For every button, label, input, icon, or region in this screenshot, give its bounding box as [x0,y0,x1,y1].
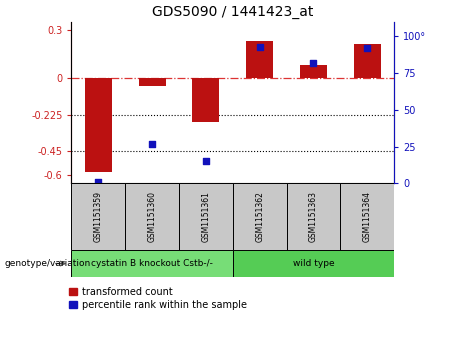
Title: GDS5090 / 1441423_at: GDS5090 / 1441423_at [152,5,313,19]
Text: GSM1151361: GSM1151361 [201,191,210,242]
Text: wild type: wild type [293,259,334,268]
Point [364,45,371,51]
Point [95,179,102,185]
Point [202,158,210,164]
Text: GSM1151364: GSM1151364 [363,191,372,242]
Bar [287,183,340,250]
Bar [125,183,179,250]
Bar [71,183,125,250]
Bar [300,65,327,78]
Bar [340,183,394,250]
Text: GSM1151360: GSM1151360 [148,191,157,242]
Bar [233,250,394,277]
Bar [233,183,287,250]
Point [310,60,317,66]
Bar [354,44,381,78]
Text: GSM1151363: GSM1151363 [309,191,318,242]
Legend: transformed count, percentile rank within the sample: transformed count, percentile rank withi… [67,285,248,312]
Point [256,44,263,50]
Bar [179,183,233,250]
Text: cystatin B knockout Cstb-/-: cystatin B knockout Cstb-/- [91,259,213,268]
Text: GSM1151359: GSM1151359 [94,191,103,242]
Text: GSM1151362: GSM1151362 [255,191,264,242]
Point [148,141,156,147]
Bar [85,78,112,172]
Bar [139,78,165,86]
Bar [193,78,219,122]
Bar [71,250,233,277]
Bar [246,41,273,78]
Text: genotype/variation: genotype/variation [5,259,91,268]
